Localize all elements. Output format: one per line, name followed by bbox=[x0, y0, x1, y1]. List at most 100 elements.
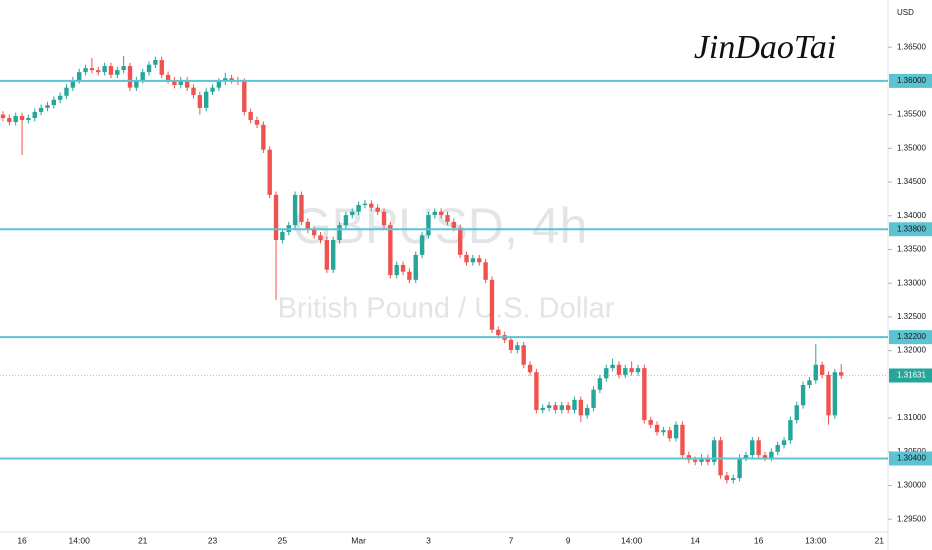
candle-body bbox=[407, 271, 412, 280]
candle-body bbox=[750, 440, 755, 456]
x-tick-label: 21 bbox=[875, 535, 885, 545]
currency-label: USD bbox=[897, 8, 914, 17]
x-tick-label: 14:00 bbox=[69, 535, 91, 545]
candle-body bbox=[832, 372, 838, 416]
candle-body bbox=[788, 420, 793, 441]
candle-body bbox=[394, 264, 399, 276]
candle-body bbox=[343, 215, 349, 226]
x-tick-label: 16 bbox=[754, 535, 764, 545]
y-tick-label: 1.34000 bbox=[897, 211, 926, 220]
candle-body bbox=[591, 389, 596, 408]
candle-body bbox=[616, 364, 622, 375]
candle-body bbox=[197, 95, 203, 108]
y-tick-label: 1.35500 bbox=[897, 110, 926, 119]
candle-body bbox=[83, 68, 88, 73]
y-tick-label: 1.32000 bbox=[897, 346, 926, 355]
x-tick-label: 13:00 bbox=[805, 535, 827, 545]
candle-body bbox=[661, 430, 666, 433]
candle-body bbox=[839, 372, 844, 376]
candle-body bbox=[680, 424, 685, 456]
candle-body bbox=[635, 368, 641, 373]
x-tick-label: 7 bbox=[509, 535, 514, 545]
candle-body bbox=[89, 68, 95, 71]
candle-body bbox=[134, 80, 139, 88]
candle-body bbox=[807, 380, 812, 386]
candle-body bbox=[483, 262, 488, 280]
y-tick-label: 1.35000 bbox=[897, 143, 926, 152]
candle-body bbox=[419, 235, 425, 255]
candle-body bbox=[489, 279, 495, 330]
candle-body bbox=[546, 405, 552, 408]
x-tick-label: 23 bbox=[208, 535, 218, 545]
candle-body bbox=[426, 215, 431, 236]
candle-body bbox=[458, 227, 463, 255]
level-label-box bbox=[889, 330, 932, 345]
candle-body bbox=[292, 194, 298, 226]
candle-body bbox=[794, 405, 799, 421]
candle-body bbox=[800, 385, 806, 406]
watermark-symbol: GBPUSD, 4h bbox=[293, 198, 588, 254]
candle-body bbox=[331, 240, 336, 270]
candle-body bbox=[26, 117, 31, 121]
x-tick-label: 16 bbox=[17, 535, 27, 545]
level-label: 1.33800 bbox=[897, 224, 926, 233]
candle-body bbox=[610, 364, 615, 369]
candle-body bbox=[153, 60, 158, 65]
candle-body bbox=[515, 345, 520, 350]
candle-body bbox=[254, 120, 260, 125]
last-price-box bbox=[889, 368, 932, 383]
candle-body bbox=[705, 457, 711, 462]
y-tick-label: 1.30500 bbox=[897, 447, 926, 456]
level-label-box bbox=[889, 73, 932, 88]
x-tick-label: 3 bbox=[426, 535, 431, 545]
candle-body bbox=[324, 240, 330, 270]
candle-body bbox=[362, 203, 368, 205]
candle-body bbox=[673, 424, 679, 439]
candle-body bbox=[585, 407, 590, 416]
signature: JinDaoTai bbox=[694, 29, 836, 66]
candle-body bbox=[388, 225, 393, 276]
candle-body bbox=[527, 364, 533, 373]
candle-body bbox=[762, 455, 768, 458]
candle-body bbox=[172, 80, 177, 85]
candle-body bbox=[400, 264, 406, 272]
x-tick-label: 25 bbox=[278, 535, 288, 545]
x-tick-label: 21 bbox=[138, 535, 148, 545]
y-tick-label: 1.34500 bbox=[897, 177, 926, 186]
candle-body bbox=[623, 368, 628, 375]
candle-body bbox=[369, 203, 374, 208]
candle-body bbox=[553, 405, 558, 410]
candle-body bbox=[356, 204, 361, 212]
y-tick-label: 1.30000 bbox=[897, 481, 926, 490]
y-tick-label: 1.33000 bbox=[897, 278, 926, 287]
candle-body bbox=[51, 99, 56, 106]
watermark-name: British Pound / U.S. Dollar bbox=[278, 293, 615, 325]
level-label-box bbox=[889, 451, 932, 466]
candle-body bbox=[781, 440, 787, 446]
candle-body bbox=[819, 364, 825, 375]
candle-body bbox=[32, 111, 37, 118]
candle-body bbox=[451, 221, 457, 228]
candle-body bbox=[559, 405, 564, 410]
candle-body bbox=[597, 378, 603, 390]
candle-body bbox=[743, 455, 749, 458]
candle-body bbox=[115, 70, 120, 75]
candle-body bbox=[648, 420, 653, 425]
candle-body bbox=[692, 459, 698, 462]
candle-body bbox=[108, 66, 114, 75]
candle-body bbox=[178, 80, 183, 85]
candle-body bbox=[813, 364, 818, 381]
candle-body bbox=[248, 111, 253, 121]
candle-body bbox=[534, 372, 539, 410]
candle-body bbox=[45, 105, 50, 108]
candle-body bbox=[159, 60, 164, 75]
candle-body bbox=[521, 345, 526, 365]
candle-body bbox=[96, 70, 101, 73]
last-price-label: 1.31631 bbox=[897, 371, 926, 380]
candle-body bbox=[565, 405, 571, 410]
level-label-box bbox=[889, 222, 932, 237]
level-label: 1.36000 bbox=[897, 76, 926, 85]
candle-body bbox=[438, 211, 444, 216]
